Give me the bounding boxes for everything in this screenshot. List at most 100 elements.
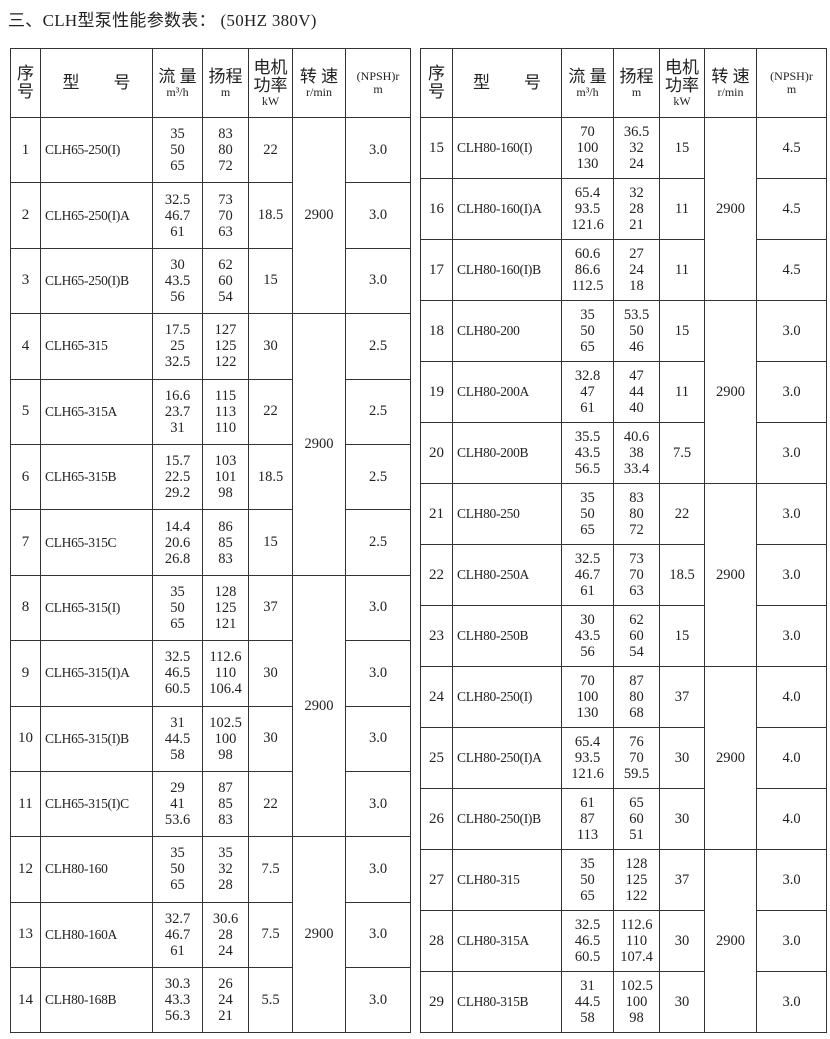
flow-value: 121.6 (571, 217, 604, 233)
flow-cell: 14.4 20.6 26.8 (152, 509, 203, 576)
flow-value: 35 (170, 583, 185, 600)
head-value: 62 (218, 256, 233, 273)
seq-cell: 11 (10, 770, 41, 838)
head-value: 125 (625, 872, 648, 888)
model-cell: CLH80-250 (452, 483, 562, 545)
power-cell: 11 (659, 361, 705, 423)
flow-value: 32.5 (164, 191, 191, 208)
head-header-text: 扬程 (208, 66, 243, 86)
head-value: 70 (218, 207, 233, 224)
head-value: 102.5 (620, 978, 653, 994)
flow-value: 87 (580, 811, 595, 827)
flow-cell: 32.5 46.7 61 (152, 182, 203, 249)
flow-cell: 31 44.5 58 (561, 971, 614, 1033)
seq-cell: 20 (420, 422, 453, 484)
seq-cell: 6 (10, 443, 41, 511)
head-cell: 30.6 28 24 (202, 901, 249, 969)
table-row: 6 CLH65-315B 15.7 22.5 29.2 103 101 98 18.5 2.5 (10, 443, 411, 511)
flow-value: 70 (580, 673, 595, 689)
seq-cell: 1 (10, 116, 41, 184)
head-value: 32 (629, 140, 644, 156)
table-row: 22 CLH80-250A 32.5 46.7 61 73 70 63 18.5 3.0 (420, 544, 827, 606)
page-title: 三、CLH型泵性能参数表： (50HZ 380V) (8, 11, 317, 30)
flow-value: 35 (580, 490, 595, 506)
speed-header-text: 转 速 (711, 66, 750, 86)
flow-cell: 35 50 65 (152, 836, 203, 903)
flow-value: 56 (580, 644, 595, 660)
head-value: 73 (218, 191, 233, 208)
head-cell: 76 70 59.5 (613, 727, 660, 789)
flow-value: 43.5 (574, 628, 601, 644)
head-value: 73 (629, 551, 644, 567)
table-row: 21 CLH80-250 35 50 65 83 80 72 22 2900 3.0 (420, 483, 827, 667)
power-cell: 15 (659, 117, 705, 179)
flow-value: 35.5 (574, 429, 601, 445)
seq-cell: 13 (10, 901, 41, 969)
head-value: 98 (629, 1010, 644, 1026)
head-value: 27 (629, 246, 644, 262)
npsh-header-text: (NPSH)r (770, 69, 813, 83)
npsh-cell: 3.0 (345, 640, 411, 707)
head-value: 60 (218, 272, 233, 289)
head-value: 24 (218, 942, 233, 959)
flow-value: 61 (170, 223, 185, 240)
table-row: 3 CLH65-250(I)B 30 43.5 56 62 60 54 15 3.0 (10, 247, 411, 315)
table-row: 25 CLH80-250(I)A 65.4 93.5 121.6 76 70 59.5 30 4.… (420, 727, 827, 789)
seq-cell: 21 (420, 483, 453, 545)
flow-value: 65 (170, 158, 185, 175)
npsh-cell: 3.0 (345, 901, 411, 969)
flow-value: 50 (580, 506, 595, 522)
power-cell: 30 (659, 971, 705, 1033)
flow-value: 30 (170, 256, 185, 273)
head-value: 18 (629, 278, 644, 294)
speed-header-text: r/min (306, 84, 332, 99)
head-cell: 32 28 21 (613, 178, 660, 240)
head-cell: 83 80 72 (202, 116, 249, 184)
npsh-cell: 3.0 (756, 971, 827, 1033)
head-value: 60 (629, 628, 644, 644)
head-value: 87 (629, 673, 644, 689)
npsh-cell: 4.0 (756, 727, 827, 789)
flow-value: 130 (576, 156, 599, 172)
seq-header-text: 序 (428, 64, 445, 83)
model-cell: CLH80-250(I)A (452, 727, 562, 789)
model-cell: CLH80-160 (40, 836, 153, 903)
flow-value: 41 (170, 796, 185, 813)
flow-value: 130 (576, 705, 599, 721)
speed-cell: 2900 (704, 300, 757, 484)
power-cell: 15 (248, 509, 293, 576)
npsh-cell: 3.0 (345, 770, 411, 838)
flow-cell: 30 43.5 56 (561, 605, 614, 667)
head-value: 47 (629, 368, 644, 384)
flow-value: 58 (170, 746, 185, 763)
head-cell: 87 85 83 (202, 770, 249, 838)
speed-cell: 2900 (292, 836, 346, 1034)
power-cell: 7.5 (659, 422, 705, 484)
seq-cell: 18 (420, 300, 453, 362)
npsh-cell: 3.0 (756, 361, 827, 423)
flow-cell: 35 50 65 (561, 483, 614, 545)
flow-value: 60.6 (574, 246, 601, 262)
npsh-cell: 2.5 (345, 378, 411, 445)
table-row: 26 CLH80-250(I)B 61 87 113 65 60 51 30 4.0 (420, 788, 827, 850)
flow-cell: 29 41 53.6 (152, 770, 203, 838)
seq-cell: 2 (10, 182, 41, 249)
speed-cell: 2900 (292, 116, 346, 315)
table-row: 19 CLH80-200A 32.8 47 61 47 44 40 11 3.0 (420, 361, 827, 423)
table-row: 20 CLH80-200B 35.5 43.5 56.5 40.6 38 33.4 7.5 3.0 (420, 422, 827, 484)
head-value: 70 (629, 750, 644, 766)
speed-cell: 2900 (704, 117, 757, 301)
power-cell: 7.5 (248, 836, 293, 903)
flow-value: 31 (170, 714, 185, 731)
flow-value: 65 (580, 888, 595, 904)
npsh-header-text: (NPSH)r (356, 69, 400, 83)
power-header-text: kW (673, 93, 691, 108)
flow-value: 31 (580, 978, 595, 994)
head-value: 46 (629, 339, 644, 355)
seq-cell: 5 (10, 378, 41, 445)
flow-value: 65 (580, 522, 595, 538)
head-value: 63 (629, 583, 644, 599)
head-value: 36.5 (623, 124, 650, 140)
head-value: 35 (218, 845, 233, 862)
seq-cell: 26 (420, 788, 453, 850)
